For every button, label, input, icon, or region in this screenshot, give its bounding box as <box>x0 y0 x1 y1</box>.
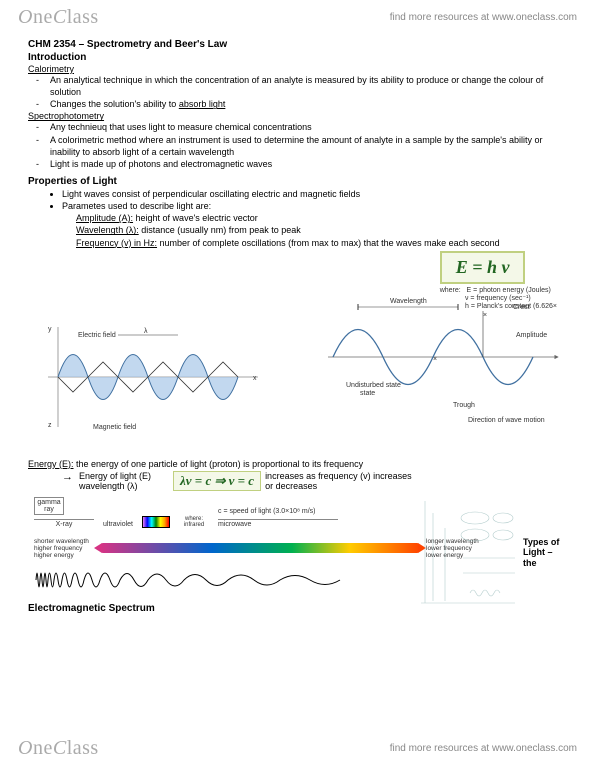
list-item: Any technieuq that uses light to measure… <box>50 121 567 133</box>
wave-anatomy-diagram: Wavelength Crest Amplitude Undisturbed s… <box>318 287 568 427</box>
energy-relation: → Energy of light (E) wavelength (λ) λν … <box>28 471 567 491</box>
wave-diagrams: E = h ν where: E = photon energy (Joules… <box>28 257 567 457</box>
page-header: OneClass find more resources at www.onec… <box>0 0 595 35</box>
svg-text:x: x <box>253 375 257 382</box>
list-item: An analytical technique in which the con… <box>50 74 567 98</box>
electric-field-label: Electric field <box>78 332 116 339</box>
spectro-list: Any technieuq that uses light to measure… <box>28 121 567 170</box>
document-body: CHM 2354 – Spectrometry and Beer's Law I… <box>0 35 595 647</box>
header-tagline: find more resources at www.oneclass.com <box>390 12 577 23</box>
svg-text:y: y <box>48 326 52 333</box>
calorimetry-heading: Calorimetry <box>28 64 567 74</box>
calorimetry-list: An analytical technique in which the con… <box>28 74 567 110</box>
section-intro: Introduction <box>28 52 567 63</box>
list-item: Wavelength (λ): distance (usually nm) fr… <box>76 224 567 236</box>
energy-definition: Energy (E): the energy of one particle o… <box>28 459 567 469</box>
page-footer: OneClass find more resources at www.onec… <box>0 731 595 766</box>
light-bullets: Light waves consist of perpendicular osc… <box>28 188 567 212</box>
em-spectrum-area: gamma ray X-ray ultraviolet where: infra… <box>28 497 567 647</box>
list-item: Light waves consist of perpendicular osc… <box>62 188 567 200</box>
svg-text:×: × <box>433 356 437 363</box>
speed-equation: λν = c ⇒ ν = c <box>173 471 261 491</box>
svg-text:Trough: Trough <box>453 402 475 409</box>
absorb-light: absorb light <box>179 99 226 109</box>
magnetic-field-label: Magnetic field <box>93 424 136 431</box>
energy-levels-diagram <box>415 493 525 613</box>
brand-logo-footer: OneClass <box>18 737 99 760</box>
list-item: Amplitude (A): height of wave's electric… <box>76 212 567 224</box>
lambda-label: λ <box>144 328 148 335</box>
arrow-icon: → <box>62 471 73 483</box>
svg-text:state: state <box>360 390 375 397</box>
list-item: A colorimetric method where an instrumen… <box>50 134 567 158</box>
section-light: Properties of Light <box>28 176 567 187</box>
energy-equation: E = h ν <box>440 251 526 284</box>
svg-text:Direction of wave motion: Direction of wave motion <box>468 417 545 424</box>
list-item: Parametes used to describe light are: <box>62 200 567 212</box>
list-item: Light is made up of photons and electrom… <box>50 158 567 170</box>
spectro-heading: Spectrophotometry <box>28 111 567 121</box>
frequency-wave-icon <box>34 563 374 597</box>
light-params: Amplitude (A): height of wave's electric… <box>28 212 567 248</box>
short-wl-caption: shorter wavelength higher frequency high… <box>34 538 94 559</box>
brand-logo: OneClass <box>18 6 99 29</box>
svg-text:Crest: Crest <box>513 304 530 311</box>
em-wave-diagram: Electric field Magnetic field λ x y z <box>38 317 268 437</box>
svg-text:Amplitude: Amplitude <box>516 332 547 339</box>
svg-text:z: z <box>48 422 52 429</box>
footer-tagline: find more resources at www.oneclass.com <box>390 743 577 754</box>
svg-text:Undisturbed state: Undisturbed state <box>346 382 401 389</box>
list-item: Frequency (v) in Hz: number of complete … <box>76 237 567 249</box>
types-of-light-label: Types of Light – the <box>523 537 561 569</box>
course-title: CHM 2354 – Spectrometry and Beer's Law <box>28 39 567 50</box>
spectrum-gradient <box>100 543 420 553</box>
svg-text:Wavelength: Wavelength <box>390 298 427 305</box>
list-item: Changes the solution's ability to absorb… <box>50 98 567 110</box>
svg-text:×: × <box>483 312 487 319</box>
visible-spectrum <box>142 516 170 528</box>
